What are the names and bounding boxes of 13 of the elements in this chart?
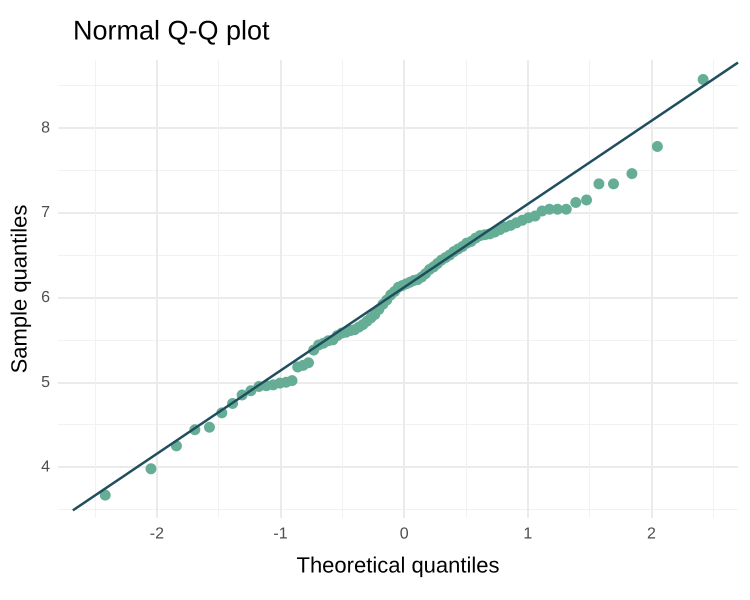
y-tick-label: 6 — [41, 288, 50, 306]
x-tick-label: -1 — [273, 526, 288, 542]
y-axis-title: Sample quantiles — [6, 204, 32, 374]
x-tick-label: 0 — [400, 526, 409, 542]
y-tick-label: 4 — [41, 458, 50, 476]
y-tick-label: 5 — [41, 374, 50, 391]
x-tick-label: 2 — [647, 526, 656, 542]
x-axis-title: Theoretical quantiles — [296, 552, 500, 578]
x-tick-label: 1 — [523, 526, 532, 542]
y-tick-label: 8 — [41, 119, 50, 136]
chart-title: Normal Q-Q plot — [73, 16, 270, 46]
x-tick-label: -2 — [150, 526, 164, 542]
y-tick-label: 7 — [41, 204, 50, 222]
